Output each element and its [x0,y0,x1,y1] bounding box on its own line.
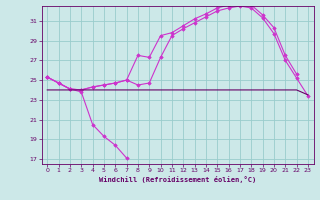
X-axis label: Windchill (Refroidissement éolien,°C): Windchill (Refroidissement éolien,°C) [99,176,256,183]
